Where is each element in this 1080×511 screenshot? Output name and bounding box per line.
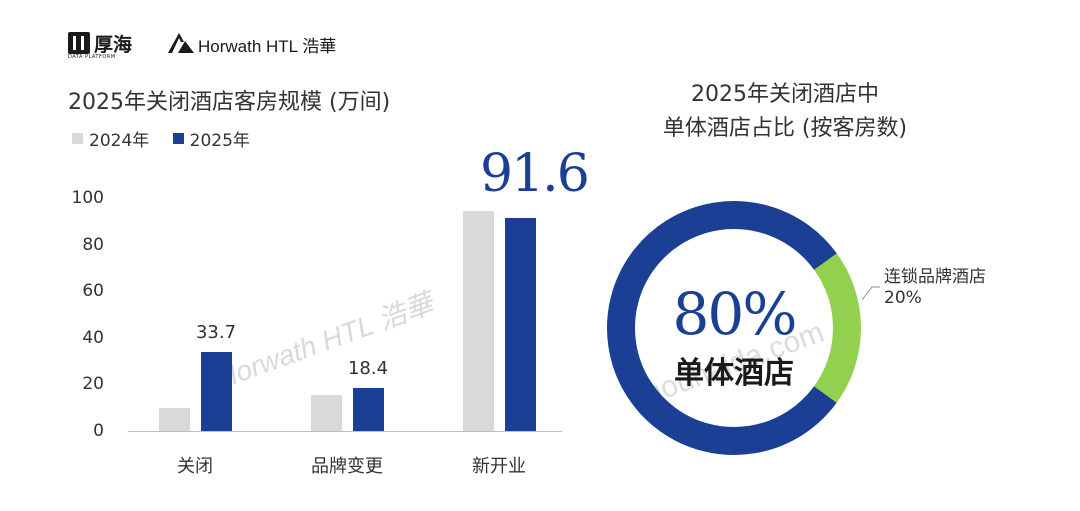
legend-swatch-2024 [72, 133, 83, 144]
bar-2024 [310, 394, 342, 431]
donut-chart-title: 2025年关闭酒店中 单体酒店占比 (按客房数) [600, 78, 970, 146]
x-tick-label: 品牌变更 [311, 456, 383, 477]
houhai-logo-subtext: DATA PLATFORM [68, 54, 116, 60]
legend-swatch-2025 [172, 133, 184, 144]
bar-2025 [504, 217, 536, 431]
y-tick-label: 100 [71, 188, 104, 208]
donut-label-chain: 连锁品牌酒店 [884, 267, 986, 287]
horwath-mountain-icon [168, 33, 194, 53]
bar-chart-legend: 2024年 2025年 [72, 126, 268, 151]
bar-2025 [352, 388, 384, 431]
y-tick-label: 40 [82, 327, 104, 348]
bar-data-label: 91.6 [480, 143, 590, 204]
bar-2024 [158, 407, 190, 431]
x-tick-label: 新开业 [472, 456, 526, 477]
y-tick-label: 0 [93, 421, 104, 441]
x-tick-label: 关闭 [177, 456, 213, 477]
bar-chart-title: 2025年关闭酒店客房规模 (万间) [68, 90, 391, 115]
x-axis-line [128, 431, 562, 432]
legend-label-2024: 2024年 [89, 131, 150, 151]
donut-title-line1: 2025年关闭酒店中 [691, 82, 879, 107]
legend-item-2024: 2024年 [72, 126, 149, 151]
bar-2024 [462, 210, 494, 431]
houhai-logo-icon [68, 32, 90, 54]
donut-chart [607, 201, 861, 455]
y-tick-label: 60 [82, 281, 104, 302]
legend-label-2025: 2025年 [189, 131, 250, 151]
donut-value-chain: 20% [884, 288, 922, 308]
horwath-logo-text: Horwath HTL 浩華 [198, 37, 337, 56]
bar-data-label: 18.4 [347, 358, 389, 380]
legend-item-2025: 2025年 [172, 126, 250, 151]
houhai-logo-text: 厚海 [94, 34, 133, 56]
donut-segment-chain [607, 201, 861, 455]
donut-center-percent: 80% [672, 280, 798, 348]
bar-data-label: 33.7 [195, 322, 237, 344]
bar-2025 [200, 352, 232, 431]
donut-title-line2: 单体酒店占比 (按客房数) [662, 116, 908, 141]
y-tick-label: 20 [82, 374, 104, 395]
y-tick-label: 80 [82, 234, 104, 255]
donut-center-label: 单体酒店 [674, 356, 794, 391]
